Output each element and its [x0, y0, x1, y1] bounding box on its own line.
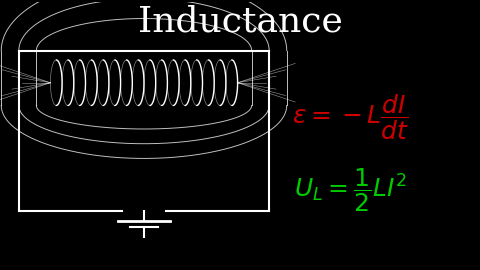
Text: $U_L = \dfrac{1}{2}LI^2$: $U_L = \dfrac{1}{2}LI^2$ — [294, 166, 407, 214]
Text: $\varepsilon = -L\dfrac{dI}{dt}$: $\varepsilon = -L\dfrac{dI}{dt}$ — [292, 93, 409, 142]
Text: Inductance: Inductance — [138, 4, 342, 38]
